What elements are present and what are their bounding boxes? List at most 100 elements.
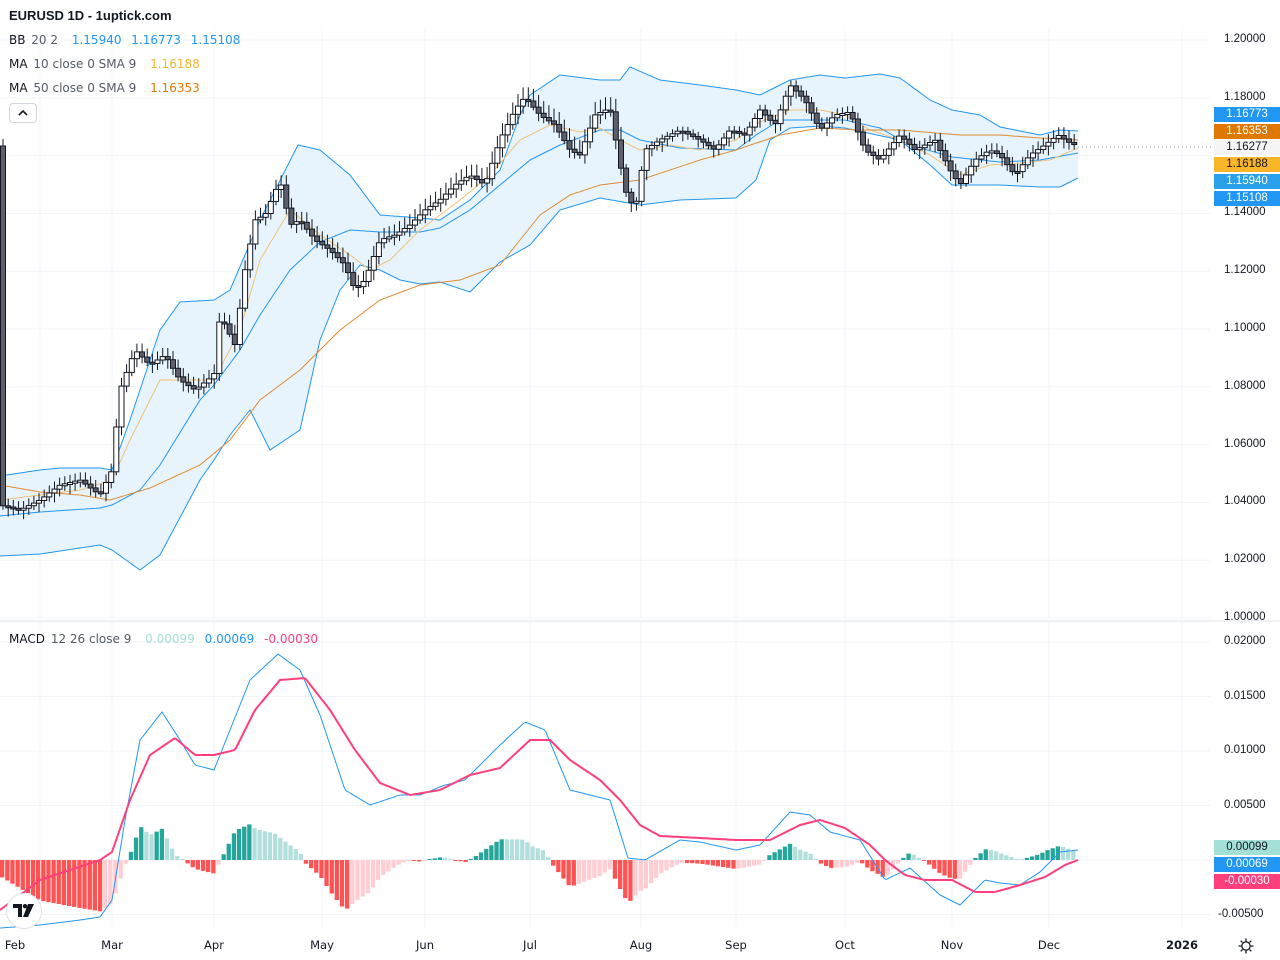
candle [700, 138, 707, 143]
collapse-legend-button[interactable] [9, 103, 37, 123]
candle [293, 221, 300, 225]
macd-histogram-bar [51, 860, 56, 903]
macd-histogram-bar [66, 860, 72, 906]
macd-histogram-bar [916, 857, 921, 860]
macd-histogram-bar [30, 860, 36, 897]
macd-histogram-bar [458, 860, 463, 862]
macd-histogram-bar [927, 860, 932, 865]
candle [273, 188, 279, 202]
candle [288, 207, 295, 225]
macd-histogram-bar [406, 860, 412, 861]
macd-histogram-bar [726, 860, 731, 868]
candle [860, 131, 866, 146]
candle [932, 139, 939, 144]
ma10-value: 1.16188 [150, 57, 200, 71]
candle [757, 109, 763, 119]
macd-histogram-bar [25, 860, 31, 894]
candle [618, 139, 624, 169]
macd-histogram-bar [1045, 850, 1050, 860]
candle [690, 133, 697, 138]
price-tick: 1.14000 [1224, 206, 1266, 219]
macd-histogram-bar [262, 831, 267, 860]
chevron-up-icon [18, 110, 28, 116]
candle [684, 130, 691, 135]
sun-gear-icon[interactable] [1238, 938, 1254, 954]
tradingview-logo[interactable] [6, 893, 42, 929]
macd-histogram-bar [669, 860, 674, 868]
macd-histogram-bar [525, 842, 530, 860]
candle [849, 112, 856, 120]
macd-histogram-bar [911, 854, 916, 860]
candle [937, 139, 944, 152]
time-tick: Aug [629, 938, 653, 952]
macd-histogram-bar [293, 849, 298, 860]
candle [133, 351, 140, 360]
macd-histogram-bar [56, 860, 61, 904]
macd-histogram-bar [489, 845, 494, 860]
macd-histogram-bar [988, 850, 994, 860]
candle [772, 119, 779, 125]
macd-histogram-bar [561, 860, 566, 879]
time-tick: Nov [940, 938, 964, 952]
time-tick: Feb [4, 938, 26, 952]
candle [988, 150, 995, 154]
macd-histogram-bar [468, 859, 473, 860]
macd-histogram-bar [309, 860, 314, 869]
candle [999, 153, 1006, 159]
candle [1030, 152, 1036, 159]
legend-ma10[interactable]: MA 10 close 0 SMA 9 1.16188 [9, 57, 200, 71]
macd-histogram-bar [787, 843, 793, 860]
macd-histogram-bar [581, 860, 587, 882]
macd-histogram-bar [139, 827, 144, 860]
macd-histogram-bar [865, 860, 870, 868]
macd-histogram-bar [226, 843, 231, 860]
candle [417, 214, 424, 221]
candle [1060, 135, 1067, 140]
time-tick: Jun [416, 938, 434, 952]
macd-histogram-bar [427, 859, 432, 860]
macd-histogram-bar [952, 860, 957, 879]
macd-histogram-bar [267, 832, 273, 860]
macd-histogram-bar [1066, 848, 1071, 860]
legend-macd[interactable]: MACD 12 26 close 9 0.00099 0.00069 -0.00… [9, 632, 319, 646]
candle [339, 257, 346, 264]
candle [751, 118, 758, 128]
macd-label: 0.00099 [1214, 840, 1280, 855]
candle [767, 114, 774, 121]
macd-tick: -0.00500 [1218, 907, 1264, 920]
macd-tick: 0.00500 [1224, 798, 1266, 811]
candle [370, 256, 377, 271]
macd-tick: 0.01000 [1224, 744, 1266, 756]
candle [921, 144, 928, 149]
macd-histogram-bar [355, 860, 360, 900]
candle [324, 244, 331, 249]
candle [108, 471, 115, 483]
macd-histogram-bar [360, 860, 365, 897]
time-tick: Apr [204, 938, 224, 952]
candle [473, 175, 480, 181]
macd-histogram-bar [751, 860, 757, 866]
macd-histogram-bar [530, 846, 535, 860]
macd-label: -0.00030 [1214, 874, 1280, 889]
macd-line-value: 0.00069 [204, 632, 255, 646]
macd-histogram-bar [690, 860, 695, 864]
legend-ma50[interactable]: MA 50 close 0 SMA 9 1.16353 [9, 81, 200, 95]
candle [242, 269, 249, 309]
macd-histogram-bar [180, 859, 185, 860]
macd-histogram-bar [993, 851, 999, 860]
macd-histogram-bar [628, 860, 633, 901]
candle [139, 351, 146, 358]
legend-bb[interactable]: BB 20 2 1.15940 1.16773 1.15108 [9, 33, 241, 47]
candle [350, 272, 357, 287]
price-label: 1.16773 [1214, 107, 1280, 122]
candle [509, 113, 516, 126]
candle [818, 122, 825, 129]
candle [484, 178, 491, 184]
macd-histogram-bar [623, 860, 628, 899]
macd-histogram-bar [674, 860, 679, 865]
macd-histogram-bar [288, 845, 293, 860]
macd-histogram-bar [20, 860, 25, 890]
macd-histogram-bar [612, 860, 618, 879]
candle [561, 131, 568, 142]
